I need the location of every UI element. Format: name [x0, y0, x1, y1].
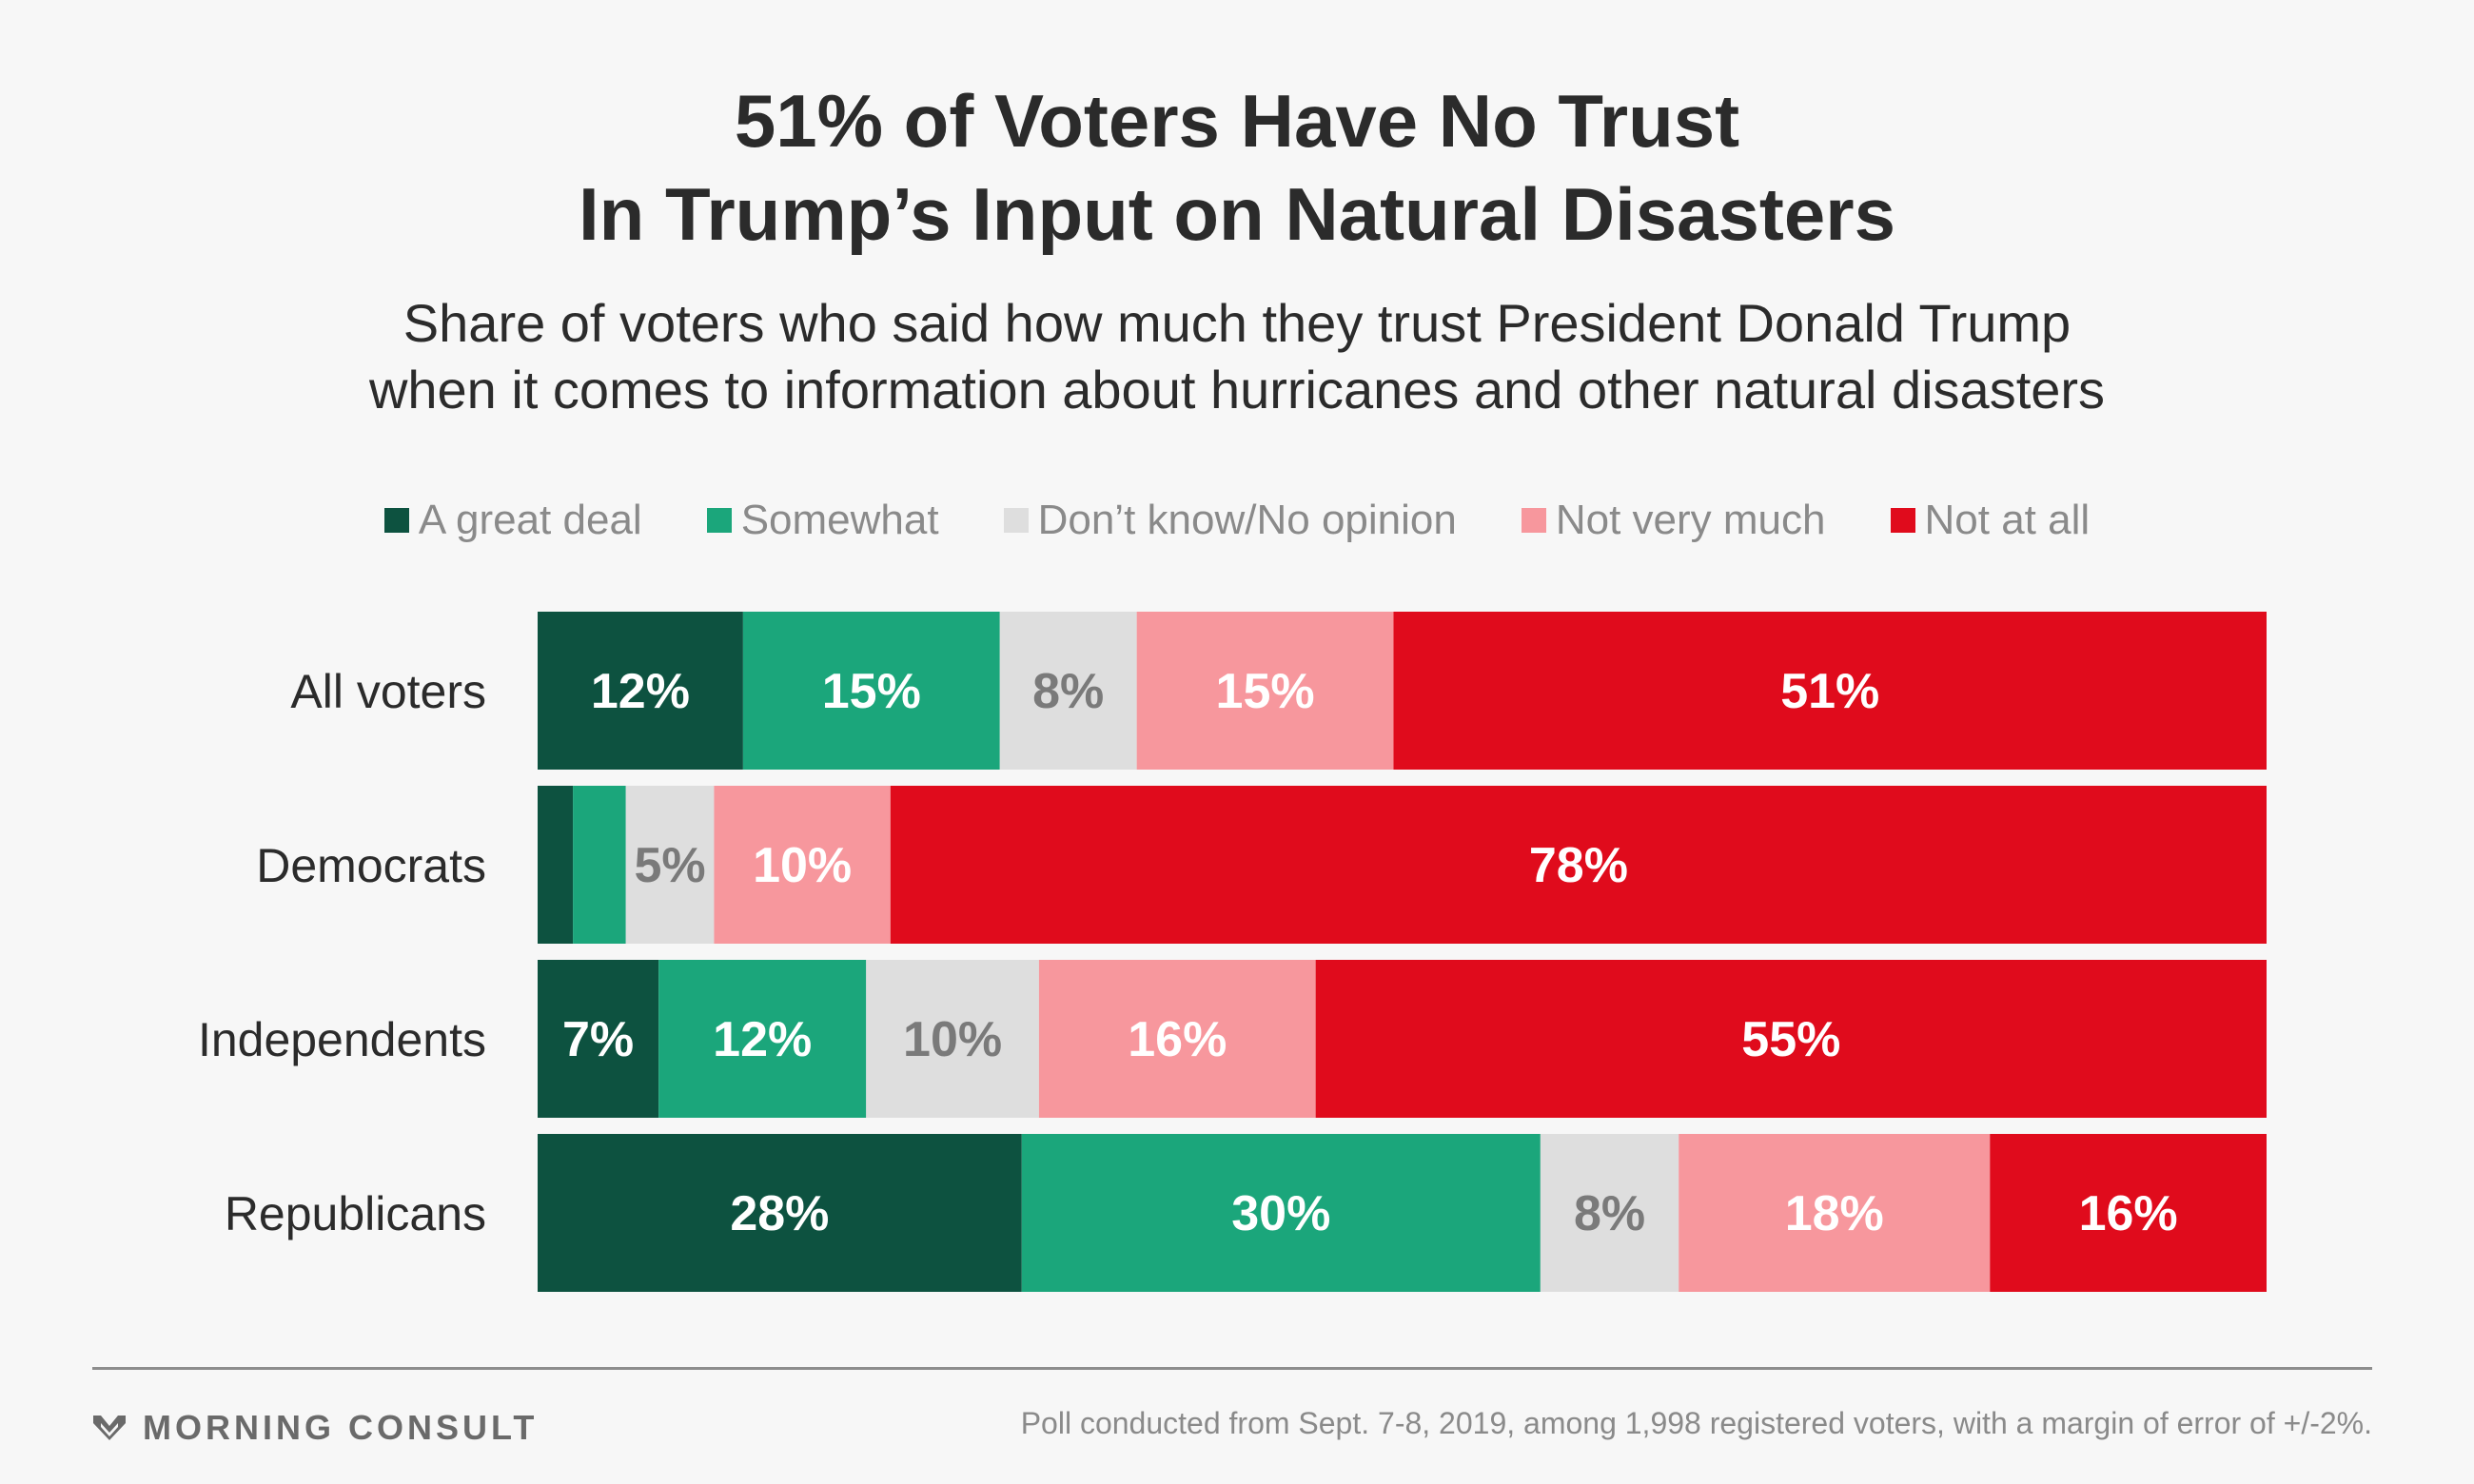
data-label-republicans-somewhat: 30% — [1231, 1186, 1330, 1241]
chart-subtitle: Share of voters who said how much they t… — [0, 290, 2474, 423]
bar-segment-all-voters-a-great-deal — [538, 612, 743, 770]
bar-segment-republicans-somewhat — [1021, 1134, 1541, 1292]
data-label-democrats-not-at-all: 78% — [1529, 838, 1628, 893]
data-label-all-voters-not-very-much: 15% — [1216, 664, 1315, 719]
legend-item-not-very-much: Not very much — [1521, 497, 1826, 544]
chart-subtitle-line-1: Share of voters who said how much they t… — [403, 293, 2071, 353]
legend-swatch-not-at-all — [1890, 508, 1915, 533]
bar-segment-independents-a-great-deal — [538, 960, 659, 1118]
brand-name: MORNING CONSULT — [143, 1408, 539, 1447]
chart-subtitle-line-2: when it comes to information about hurri… — [368, 360, 2106, 420]
legend-item-not-at-all: Not at all — [1890, 497, 2091, 544]
category-label-independents: Independents — [198, 1013, 486, 1066]
data-label-all-voters-not-at-all: 51% — [1780, 664, 1879, 719]
bar-segment-democrats-don-t-know-no-opinion — [625, 786, 715, 944]
data-label-republicans-a-great-deal: 28% — [730, 1186, 829, 1241]
legend-item-a-great-deal: A great deal — [383, 497, 642, 544]
bar-segment-independents-not-at-all — [1315, 960, 2267, 1118]
chart-title-line-2: In Trump’s Input on Natural Disasters — [578, 172, 1895, 256]
data-label-all-voters-don-t-know-no-opinion: 8% — [1032, 664, 1104, 719]
data-label-independents-not-at-all: 55% — [1741, 1012, 1840, 1067]
data-label-independents-somewhat: 12% — [713, 1012, 812, 1067]
bar-segment-all-voters-don-t-know-no-opinion — [999, 612, 1137, 770]
legend-label-don-t-know-no-opinion: Don’t know/No opinion — [1037, 497, 1457, 543]
data-label-independents-not-very-much: 16% — [1128, 1012, 1227, 1067]
category-label-democrats: Democrats — [256, 839, 486, 892]
legend-swatch-not-very-much — [1521, 508, 1546, 533]
bar-segment-republicans-not-at-all — [1990, 1134, 2267, 1292]
legend-label-somewhat: Somewhat — [740, 497, 939, 543]
legend-label-a-great-deal: A great deal — [418, 497, 642, 543]
legend-label-not-very-much: Not very much — [1555, 497, 1826, 543]
chart-title-line-1: 51% of Voters Have No Trust — [734, 79, 1740, 163]
bar-segment-republicans-a-great-deal — [538, 1134, 1022, 1292]
chart-legend: A great deal Somewhat Don’t know/No opinio… — [0, 497, 2474, 544]
chart-title: 51% of Voters Have No Trust In Trump’s I… — [0, 74, 2474, 261]
category-label-all-voters: All voters — [290, 665, 486, 718]
bar-segment-democrats-not-very-much — [714, 786, 891, 944]
bar-segment-independents-somewhat — [658, 960, 867, 1118]
bar-segment-republicans-not-very-much — [1679, 1134, 1991, 1292]
bar-segment-democrats-somewhat — [573, 786, 626, 944]
data-label-democrats-don-t-know-no-opinion: 5% — [634, 838, 705, 893]
legend-label-not-at-all: Not at all — [1924, 497, 2091, 543]
category-label-republicans: Republicans — [225, 1187, 486, 1240]
bar-segment-independents-don-t-know-no-opinion — [866, 960, 1039, 1118]
bar-segment-independents-not-very-much — [1038, 960, 1316, 1118]
data-label-republicans-don-t-know-no-opinion: 8% — [1574, 1186, 1645, 1241]
data-label-independents-don-t-know-no-opinion: 10% — [903, 1012, 1002, 1067]
bar-segment-all-voters-somewhat — [742, 612, 1000, 770]
data-label-democrats-not-very-much: 10% — [753, 838, 852, 893]
morning-consult-logo-icon — [93, 1416, 126, 1440]
brand: MORNING CONSULT — [93, 1408, 538, 1448]
bar-segment-all-voters-not-at-all — [1393, 612, 2267, 770]
data-label-republicans-not-at-all: 16% — [2079, 1186, 2178, 1241]
data-label-all-voters-a-great-deal: 12% — [591, 664, 690, 719]
legend-swatch-somewhat — [706, 508, 732, 533]
legend-swatch-don-t-know-no-opinion — [1003, 508, 1029, 533]
legend-swatch-a-great-deal — [383, 508, 409, 533]
footer-divider — [92, 1367, 2372, 1370]
bar-segment-republicans-don-t-know-no-opinion — [1540, 1134, 1679, 1292]
data-label-all-voters-somewhat: 15% — [822, 664, 921, 719]
legend-item-don-t-know-no-opinion: Don’t know/No opinion — [1003, 497, 1457, 544]
data-label-republicans-not-very-much: 18% — [1785, 1186, 1884, 1241]
bar-segment-democrats-a-great-deal — [538, 786, 574, 944]
data-label-independents-a-great-deal: 7% — [562, 1012, 634, 1067]
bar-segment-all-voters-not-very-much — [1136, 612, 1394, 770]
source-note: Poll conducted from Sept. 7-8, 2019, amo… — [1020, 1406, 2372, 1440]
legend-item-somewhat: Somewhat — [706, 497, 939, 544]
bar-segment-democrats-not-at-all — [890, 786, 2267, 944]
